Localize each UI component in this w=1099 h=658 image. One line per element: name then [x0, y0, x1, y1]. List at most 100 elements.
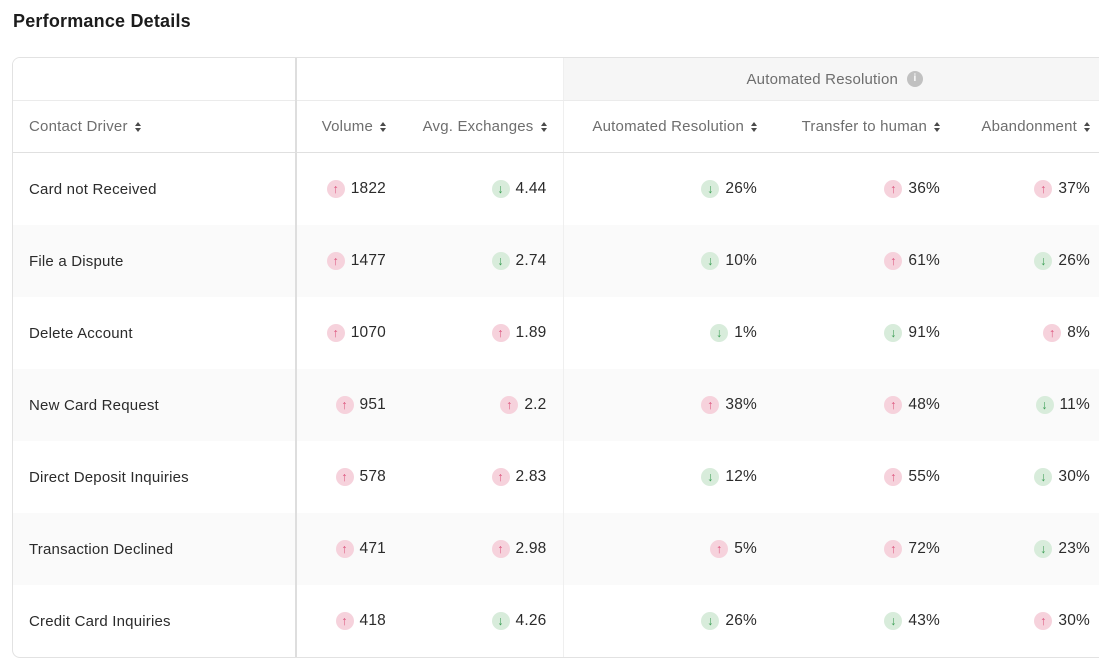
group-header-row: Automated Resolution i [13, 58, 1099, 101]
avg-exchanges-cell: ↑ 2.83 [396, 441, 564, 513]
contact-driver-cell: Card not Received [13, 152, 297, 225]
avg-exchanges-cell: ↓ 4.26 [396, 585, 564, 657]
abandonment-cell: ↓ 30% [956, 441, 1099, 513]
trend-up-icon: ↑ [491, 468, 510, 486]
contact-driver-cell: File a Dispute [13, 225, 297, 297]
trend-up-icon: ↑ [884, 180, 903, 198]
trend-up-icon: ↑ [326, 324, 345, 342]
table-row: Credit Card Inquiries ↑ 418 ↓ 4.26 ↓ 26% ↓ 4… [13, 585, 1099, 657]
trend-up-icon: ↑ [710, 540, 729, 558]
table-row: Direct Deposit Inquiries ↑ 578 ↑ 2.83 ↓ 12%… [13, 441, 1099, 513]
transfer-to-human-cell: ↑ 72% [773, 513, 956, 585]
automated-resolution-cell: ↓ 10% [563, 225, 773, 297]
trend-up-icon: ↑ [335, 468, 354, 486]
trend-down-icon: ↓ [1035, 396, 1054, 414]
trend-down-icon: ↓ [710, 324, 729, 342]
trend-down-icon: ↓ [701, 252, 720, 270]
group-header-empty-driver [13, 58, 297, 101]
trend-up-icon: ↑ [701, 396, 720, 414]
trend-down-icon: ↓ [701, 612, 720, 630]
abandonment-cell: ↑ 30% [956, 585, 1099, 657]
trend-up-icon: ↑ [326, 252, 345, 270]
performance-table-grid: Automated Resolution i Contact Driver [13, 58, 1099, 657]
sort-icon[interactable] [540, 121, 547, 132]
column-header-row: Contact Driver Volume Avg. Exchanges [13, 100, 1099, 153]
sort-icon[interactable] [380, 121, 386, 132]
volume-cell: ↑ 578 [296, 441, 396, 513]
automated-resolution-cell: ↑ 5% [563, 513, 773, 585]
contact-driver-cell: Credit Card Inquiries [13, 585, 297, 657]
column-header-avg-exchanges[interactable]: Avg. Exchanges [396, 100, 564, 153]
trend-up-icon: ↑ [491, 324, 510, 342]
avg-exchanges-cell: ↓ 2.74 [396, 225, 564, 297]
page: Performance Details Automated Resolution… [0, 9, 1099, 658]
trend-up-icon: ↑ [1034, 180, 1053, 198]
volume-cell: ↑ 1070 [296, 297, 396, 369]
automated-resolution-cell: ↓ 26% [563, 585, 773, 657]
trend-down-icon: ↓ [884, 324, 903, 342]
trend-down-icon: ↓ [701, 180, 720, 198]
table-row: New Card Request ↑ 951 ↑ 2.2 ↑ 38% ↑ 48% ↓ 11… [13, 369, 1099, 441]
sort-icon[interactable] [1084, 121, 1090, 132]
abandonment-cell: ↑ 37% [956, 153, 1099, 226]
contact-driver-cell: Transaction Declined [13, 513, 297, 585]
contact-driver-cell: New Card Request [13, 369, 297, 441]
info-icon[interactable]: i [907, 71, 924, 87]
column-header-label: Transfer to human [801, 118, 927, 135]
trend-up-icon: ↑ [335, 396, 354, 414]
trend-down-icon: ↓ [1034, 468, 1053, 486]
column-header-transfer-to-human[interactable]: Transfer to human [773, 100, 956, 153]
volume-cell: ↑ 471 [296, 513, 396, 585]
trend-up-icon: ↑ [884, 540, 903, 558]
page-title: Performance Details [13, 11, 191, 31]
trend-down-icon: ↓ [1034, 252, 1053, 270]
volume-cell: ↑ 418 [296, 585, 396, 657]
table-row: Card not Received ↑ 1822 ↓ 4.44 ↓ 26% ↑ 36% … [13, 152, 1099, 226]
avg-exchanges-cell: ↑ 2.98 [396, 513, 564, 585]
transfer-to-human-cell: ↑ 36% [773, 153, 956, 226]
trend-up-icon: ↑ [335, 612, 354, 630]
abandonment-cell: ↓ 11% [956, 369, 1099, 441]
column-header-volume[interactable]: Volume [296, 100, 396, 153]
table-row: Transaction Declined ↑ 471 ↑ 2.98 ↑ 5% ↑ 72%… [13, 513, 1099, 585]
column-header-contact-driver[interactable]: Contact Driver [13, 100, 297, 153]
trend-up-icon: ↑ [1034, 612, 1053, 630]
sort-icon[interactable] [751, 121, 757, 132]
transfer-to-human-cell: ↑ 48% [773, 369, 956, 441]
avg-exchanges-cell: ↓ 4.44 [396, 152, 564, 225]
trend-up-icon: ↑ [335, 540, 354, 558]
trend-down-icon: ↓ [884, 612, 903, 630]
trend-down-icon: ↓ [491, 612, 510, 630]
trend-down-icon: ↓ [701, 468, 720, 486]
performance-table: Automated Resolution i Contact Driver [12, 57, 1099, 658]
group-header-automated-resolution: Automated Resolution i [563, 58, 1099, 101]
trend-up-icon: ↑ [884, 252, 903, 270]
trend-up-icon: ↑ [1043, 324, 1062, 342]
trend-up-icon: ↑ [500, 396, 519, 414]
group-header-empty-metrics [296, 58, 564, 101]
sort-icon[interactable] [134, 121, 141, 132]
column-header-label: Avg. Exchanges [422, 118, 534, 135]
transfer-to-human-cell: ↑ 61% [773, 225, 956, 297]
column-header-automated-resolution[interactable]: Automated Resolution [563, 100, 773, 153]
abandonment-cell: ↑ 8% [956, 297, 1099, 369]
sort-icon[interactable] [934, 121, 940, 132]
trend-down-icon: ↓ [491, 252, 510, 270]
volume-cell: ↑ 1477 [296, 225, 396, 297]
column-header-label: Volume [321, 118, 373, 135]
trend-up-icon: ↑ [326, 180, 345, 198]
automated-resolution-cell: ↓ 1% [563, 297, 773, 369]
group-header-label: Automated Resolution [746, 70, 899, 88]
column-header-label: Contact Driver [29, 118, 128, 135]
transfer-to-human-cell: ↑ 55% [773, 441, 956, 513]
trend-up-icon: ↑ [884, 468, 903, 486]
volume-cell: ↑ 951 [296, 369, 396, 441]
table-row: Delete Account ↑ 1070 ↑ 1.89 ↓ 1% ↓ 91% ↑ 8% [13, 297, 1099, 369]
avg-exchanges-cell: ↑ 1.89 [396, 297, 564, 369]
transfer-to-human-cell: ↓ 91% [773, 297, 956, 369]
contact-driver-cell: Delete Account [13, 297, 297, 369]
automated-resolution-cell: ↓ 26% [563, 153, 773, 226]
abandonment-cell: ↓ 26% [956, 225, 1099, 297]
trend-up-icon: ↑ [884, 396, 903, 414]
column-header-abandonment[interactable]: Abandonment [956, 100, 1099, 153]
